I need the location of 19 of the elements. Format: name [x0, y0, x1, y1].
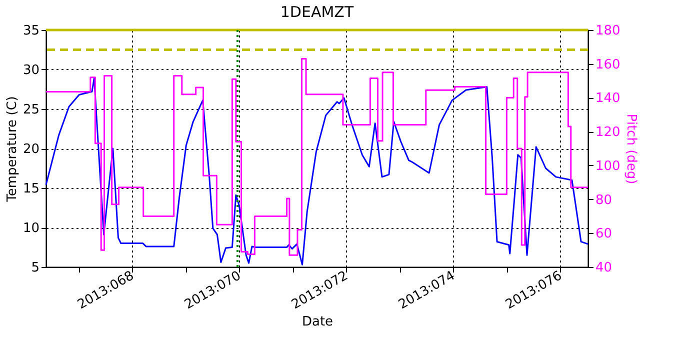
y2-tick-label: 120 — [596, 125, 620, 140]
y2-axis-title: Pitch (deg) — [623, 114, 638, 184]
x-axis-title: Date — [302, 314, 334, 330]
y-tick-label: 10 — [22, 221, 40, 236]
y2-tick-label: 160 — [596, 57, 620, 72]
y-tick-label: 25 — [22, 102, 40, 118]
y2-tick-label: 60 — [596, 226, 612, 242]
y-tick-label: 15 — [22, 182, 40, 196]
y-tick-label: 5 — [31, 260, 40, 276]
chart-title: 1DEAMZT — [280, 3, 354, 21]
y2-tick-label: 80 — [596, 192, 612, 208]
y-axis-title: Temperature (C) — [4, 96, 20, 203]
y-tick-label: 30 — [22, 63, 40, 78]
y-tick-label: 20 — [22, 142, 40, 157]
y2-tick-label: 140 — [596, 91, 620, 106]
y2-tick-label: 100 — [596, 158, 620, 174]
y2-tick-label: 40 — [596, 260, 612, 276]
y2-tick-label: 180 — [596, 24, 620, 38]
y-tick-label: 35 — [22, 24, 40, 38]
